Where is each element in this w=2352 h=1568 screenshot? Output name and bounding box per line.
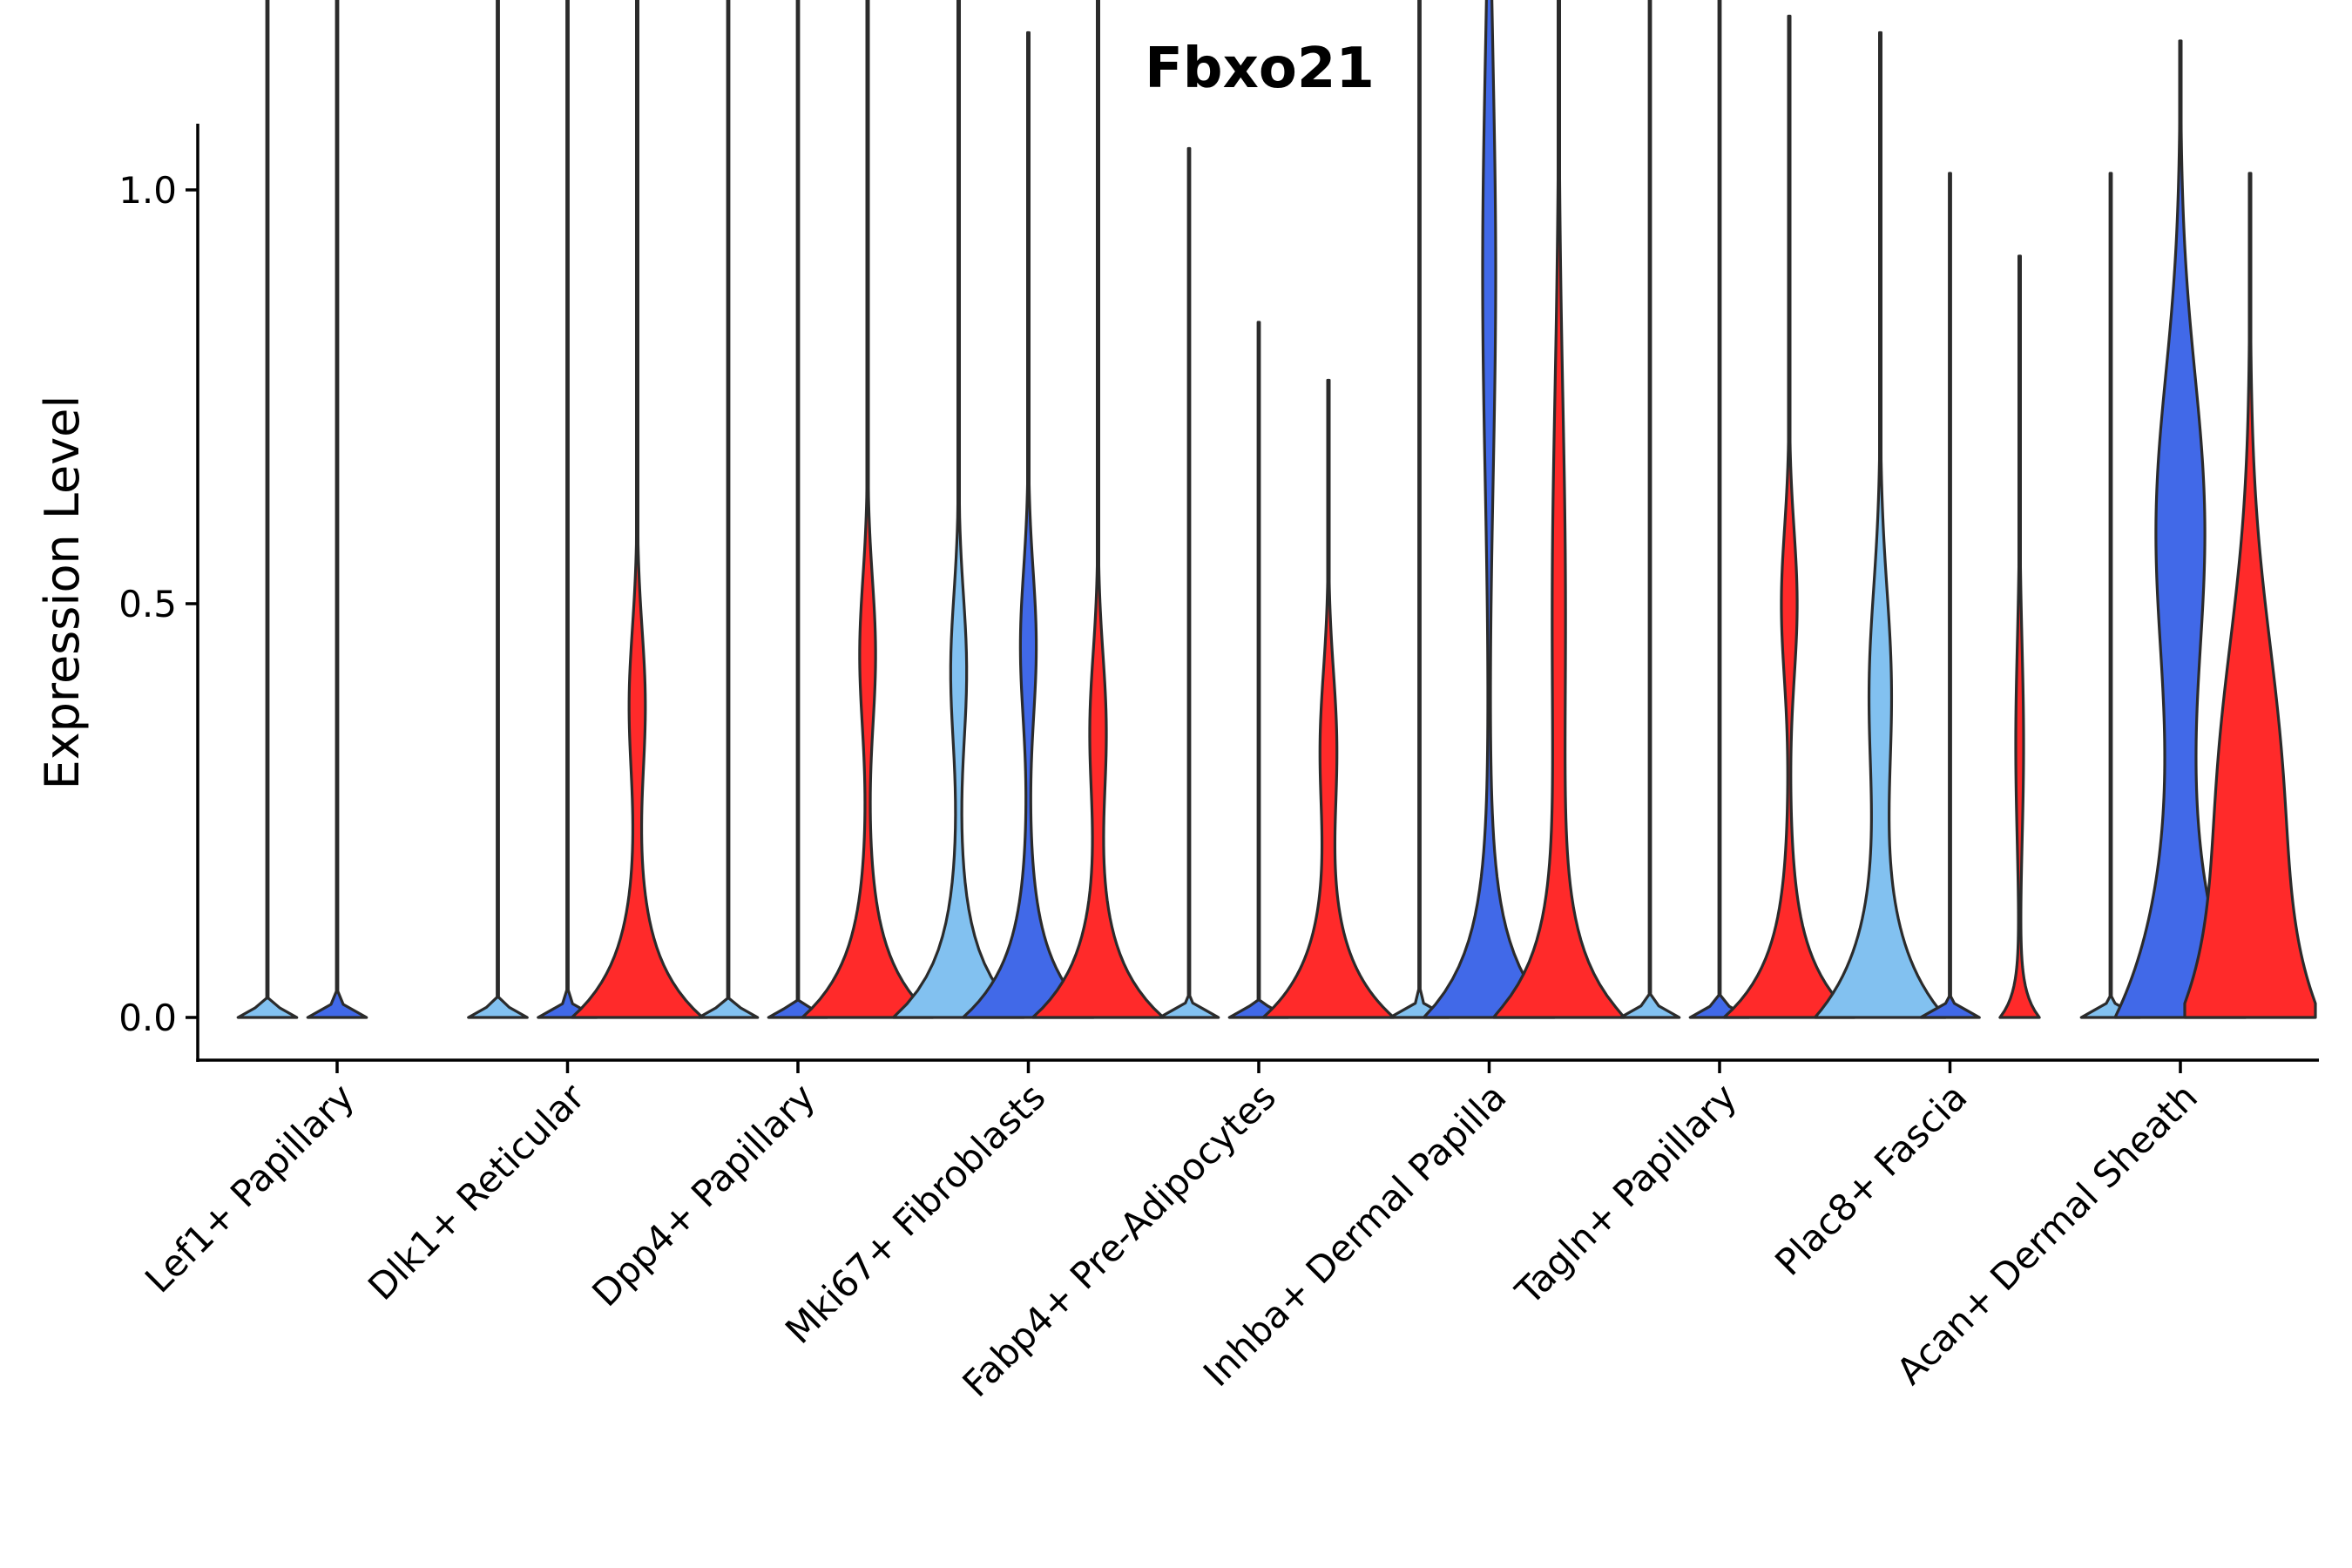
violin-4-0 [1158,146,1220,1019]
y-tick-label: 1.0 [118,169,177,212]
violin-3-0 [891,0,1026,1019]
violin-8-1 [2113,39,2247,1019]
violin-1-1 [537,0,598,1019]
violin-0-0 [236,0,299,1019]
violin-8-2 [2183,172,2317,1019]
violin-7-2 [1998,254,2041,1019]
y-tick-label: 0.0 [118,997,177,1039]
violin-7-0 [1813,30,1948,1019]
violin-6-1 [1688,0,1751,1019]
violin-1-0 [467,0,529,1019]
violin-0-1 [306,0,368,1019]
violin-1-2 [570,0,705,1019]
x-tick-label: Plac8+ Fascia [1767,1075,1975,1283]
violin-4-2 [1261,378,1396,1019]
y-tick-label: 0.5 [118,583,177,625]
x-tick-label: Tagln+ Papillary [1507,1075,1745,1313]
violin-6-2 [1722,14,1856,1019]
y-axis-label: Expression Level [35,395,90,790]
chart-title: Fbxo21 [1145,37,1375,101]
violin-6-0 [1619,0,1681,1019]
x-tick-label: Dpp4+ Papillary [584,1075,823,1315]
violin-8-0 [2079,172,2142,1019]
violin-5-1 [1422,0,1557,1019]
violin-3-1 [961,30,1096,1019]
violin-5-2 [1491,0,1626,1019]
violin-2-1 [767,0,829,1019]
x-tick-label: Dlk1+ Reticular [360,1075,593,1308]
violin-4-1 [1227,321,1290,1019]
violin-7-1 [1919,172,1981,1019]
x-tick-label: Mki67+ Fibroblasts [777,1075,1053,1351]
violin-3-2 [1031,0,1166,1019]
x-tick-label: Lef1+ Papillary [137,1075,362,1301]
violins-layer [236,0,2317,1019]
violin-5-0 [1389,0,1450,1019]
violin-2-2 [801,0,935,1019]
violin-2-0 [697,0,760,1019]
